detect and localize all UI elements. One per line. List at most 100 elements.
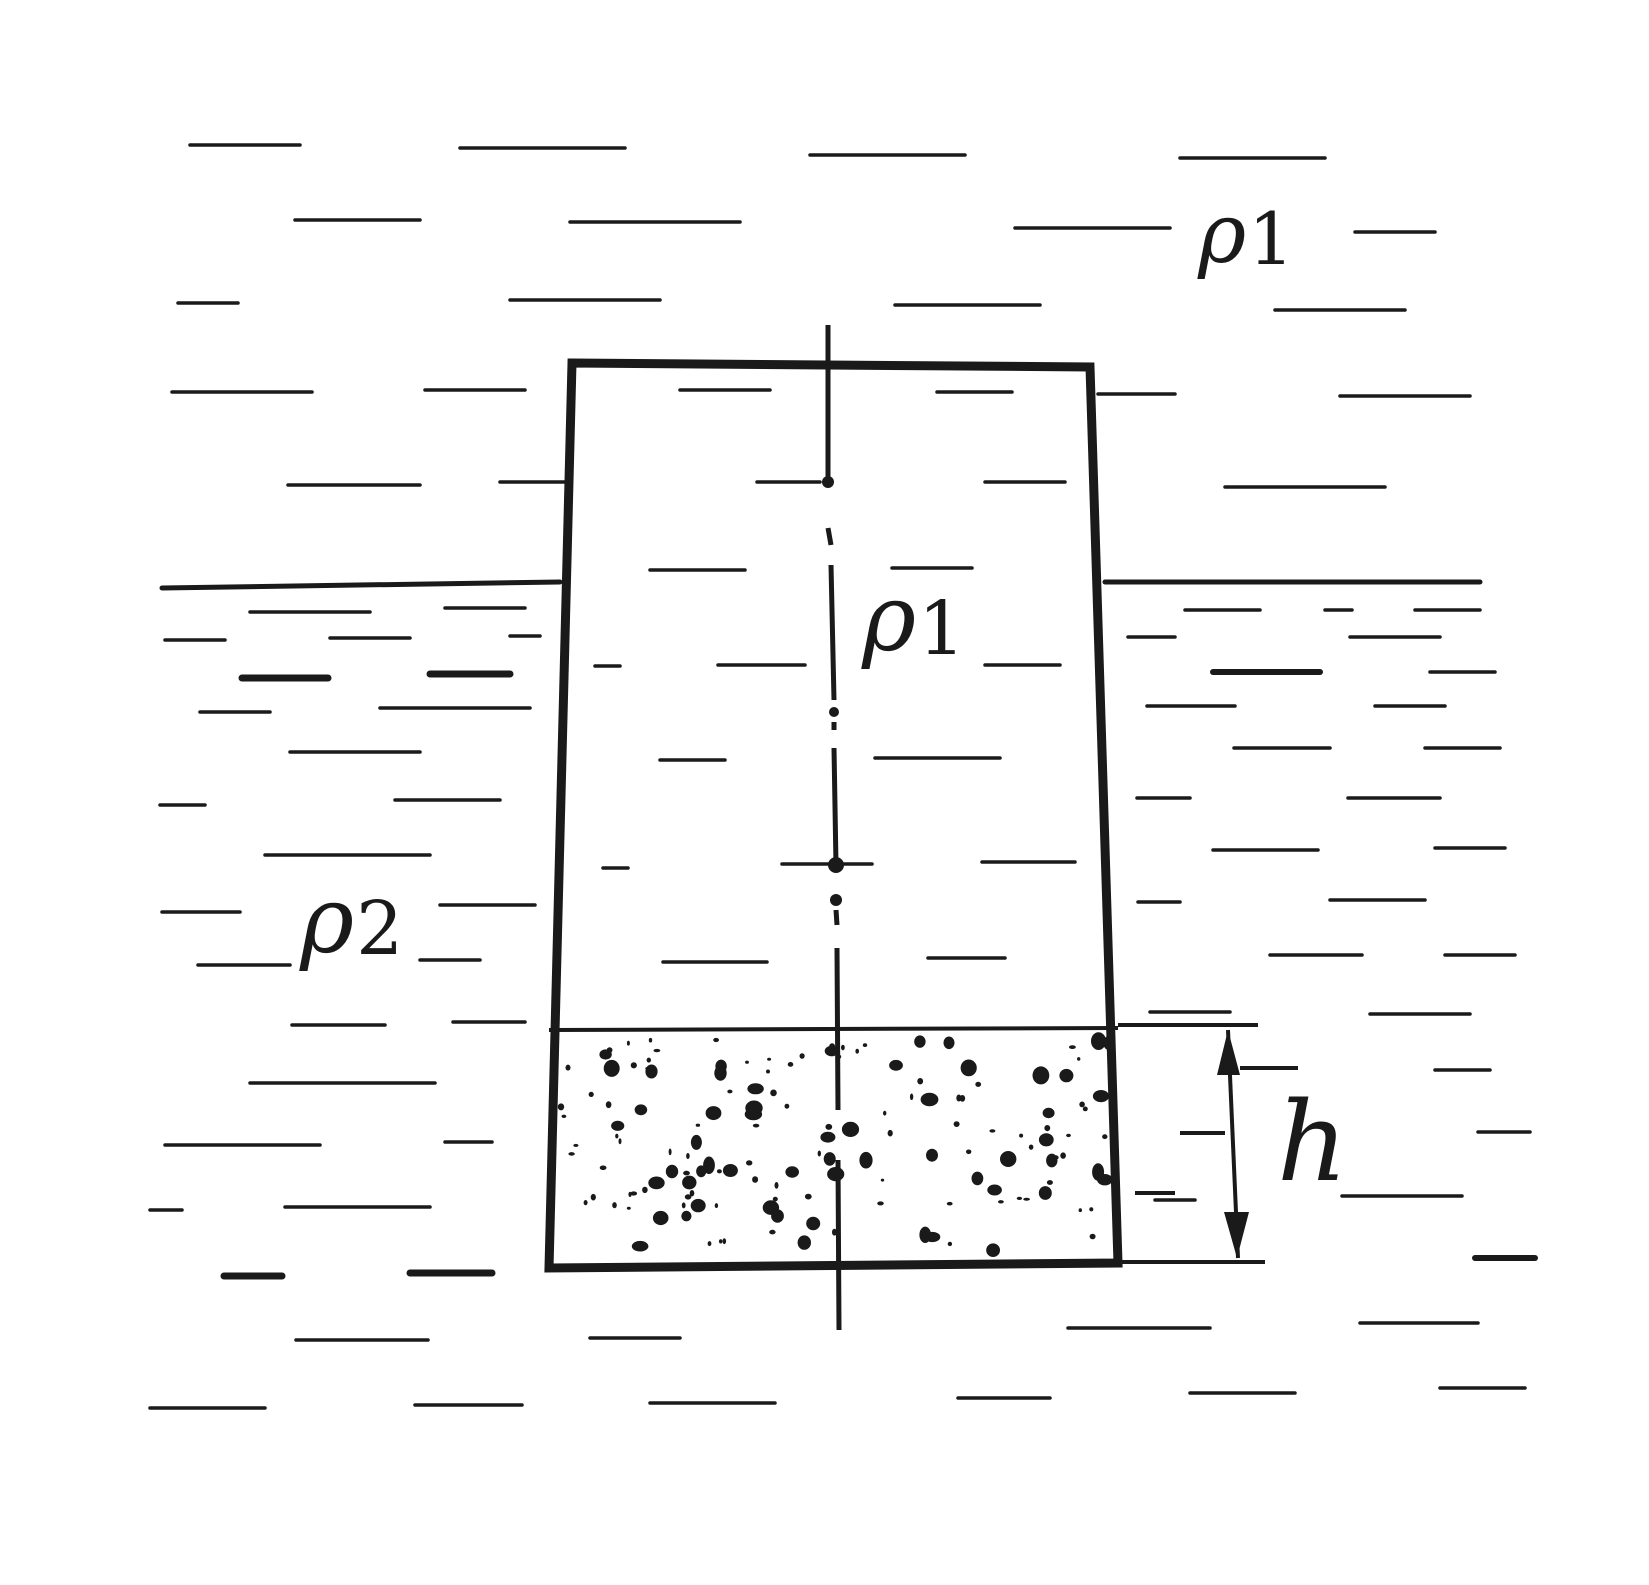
sediment-grain xyxy=(883,1110,887,1116)
sediment-grain xyxy=(924,1231,941,1243)
sediment-grain xyxy=(966,1149,972,1155)
sediment-grain xyxy=(971,1171,984,1186)
sediment-grain xyxy=(652,1210,669,1226)
sediment-grain xyxy=(561,1114,567,1119)
vessel-axis xyxy=(825,325,842,1331)
sediment-grain xyxy=(642,1186,648,1194)
sediment-grain xyxy=(630,1191,638,1196)
sediment-grain xyxy=(909,1093,914,1101)
sediment-grain xyxy=(877,1201,884,1206)
height-label: h xyxy=(1277,1078,1348,1206)
sediment-grain xyxy=(770,1089,777,1097)
sediment-grain xyxy=(645,1064,658,1079)
sediment-grain xyxy=(648,1176,665,1190)
sediment-grain xyxy=(975,1081,982,1087)
sediment-grain xyxy=(1038,1186,1052,1200)
sediment-grain xyxy=(946,1201,953,1206)
sediment-grain xyxy=(887,1129,893,1137)
sediment-grain xyxy=(681,1210,692,1222)
sediment-grain xyxy=(1042,1107,1055,1119)
sediment-grain xyxy=(615,1133,619,1139)
sediment-grain xyxy=(686,1153,690,1159)
sediment-grain xyxy=(880,1178,885,1182)
sediment-grain xyxy=(665,1164,679,1179)
sediment-grain xyxy=(1032,1066,1050,1085)
sediment-grain xyxy=(727,1089,733,1094)
liquid-interface xyxy=(159,579,1483,591)
sediment-grain xyxy=(648,1037,653,1043)
sediment-grain xyxy=(653,1048,661,1053)
sediment-grain xyxy=(1069,1045,1076,1049)
sediment-grain xyxy=(914,1035,926,1048)
vessel-side-ledges xyxy=(548,1026,1119,1032)
sediment-grain xyxy=(716,1169,722,1174)
sediment-grain xyxy=(583,1200,588,1206)
sediment-grain xyxy=(953,1121,960,1127)
sediment-grain xyxy=(855,1048,859,1054)
sediment-grain xyxy=(772,1196,778,1202)
sediment-grain xyxy=(862,1043,868,1047)
sediment-grain xyxy=(695,1123,701,1127)
sediment-grain xyxy=(1023,1197,1030,1201)
sediment-grain xyxy=(1000,1151,1017,1167)
sediment-grain xyxy=(926,1148,938,1162)
sediment-grain xyxy=(817,1150,821,1157)
sediment-grain xyxy=(825,1123,833,1130)
sediment-grain xyxy=(943,1036,955,1050)
sediment-grain xyxy=(557,1103,565,1111)
sediment-grain xyxy=(630,1062,637,1069)
upper-liquid-dashes xyxy=(170,143,1472,489)
sediment-grain xyxy=(841,1121,860,1137)
sediment-grain xyxy=(986,1243,1000,1257)
sediment-grain xyxy=(1060,1152,1066,1159)
sediment-grain xyxy=(987,1184,1002,1196)
sediment-grain xyxy=(714,1203,719,1209)
sediment-grain xyxy=(626,1206,631,1210)
sediment-grain xyxy=(960,1059,977,1077)
sediment-grain xyxy=(588,1091,594,1097)
sediment-grain xyxy=(690,1134,702,1150)
sediment-grain xyxy=(682,1175,697,1190)
sediment-grain xyxy=(590,1193,596,1201)
sediment-grain xyxy=(762,1200,780,1215)
sediment-grain xyxy=(714,1065,727,1081)
sediment-grain xyxy=(719,1239,723,1244)
sediment-grain xyxy=(1046,1180,1053,1185)
sediment-grain xyxy=(841,1044,845,1051)
sediment-grain xyxy=(683,1170,690,1176)
sediment-grain xyxy=(1092,1090,1110,1103)
sediment-grain xyxy=(823,1152,836,1166)
sediment-grain xyxy=(668,1148,672,1156)
height-dimension xyxy=(1118,1023,1298,1264)
sediment-grain xyxy=(646,1057,651,1063)
sediment-grain xyxy=(713,1037,719,1043)
sediment-grain xyxy=(1044,1125,1051,1132)
sediment-grain xyxy=(1038,1133,1054,1147)
sediment-grain xyxy=(645,1066,651,1070)
rho1-outer-label: ρ1 xyxy=(1197,187,1294,282)
sediment-grain xyxy=(603,1059,620,1077)
sediment-grain xyxy=(707,1241,712,1247)
sediment-grain xyxy=(612,1202,617,1209)
sediment-grain xyxy=(787,1062,794,1067)
sediment-grain xyxy=(1059,1068,1074,1083)
sediment-grain xyxy=(634,1104,648,1116)
sediment-grain xyxy=(799,1053,805,1059)
sediment-grain xyxy=(785,1166,799,1178)
sediment-grain xyxy=(599,1165,607,1171)
sediment-grain xyxy=(690,1198,706,1213)
sediment-grain xyxy=(618,1138,622,1145)
sediment-grain xyxy=(989,1129,996,1133)
sediment-grain xyxy=(705,1106,722,1121)
sediment-grain xyxy=(681,1202,686,1209)
sediment-grain xyxy=(568,1152,575,1156)
sediment-grain xyxy=(889,1059,903,1071)
sediment-grain xyxy=(769,1229,776,1235)
vessel-liquid-dashes xyxy=(593,388,1077,964)
axis-dots xyxy=(822,476,844,906)
rho2-label: ρ2 xyxy=(299,867,403,974)
sediment-grain xyxy=(745,1100,763,1116)
sediment-grain xyxy=(611,1120,625,1131)
sediment-grain xyxy=(1019,1133,1024,1138)
